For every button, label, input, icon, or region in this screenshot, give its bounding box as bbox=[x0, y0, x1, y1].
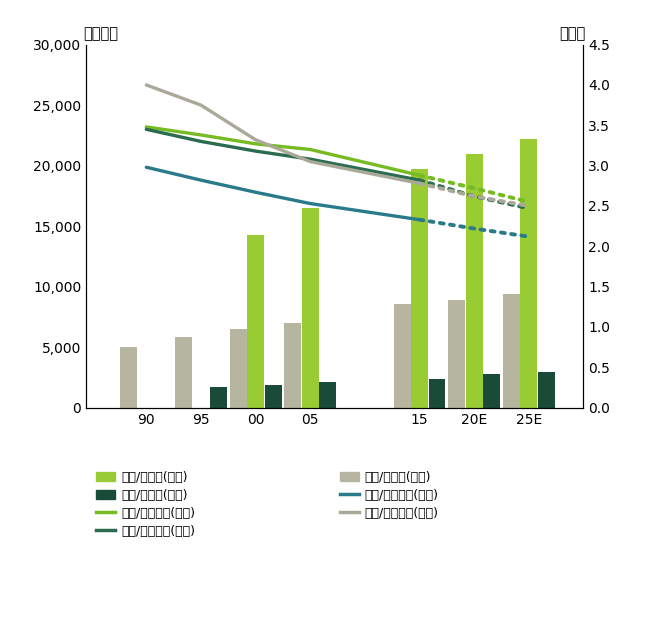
Legend: 台湾/世帯数(左軸), 日本/世帯当り(右軸), 台湾/世帯当り(右軸): 台湾/世帯数(左軸), 日本/世帯当り(右軸), 台湾/世帯当り(右軸) bbox=[335, 466, 444, 525]
Bar bbox=[520, 139, 537, 408]
Bar bbox=[284, 323, 301, 408]
Bar bbox=[394, 304, 410, 408]
Bar bbox=[229, 329, 247, 408]
Bar bbox=[120, 347, 137, 408]
Bar bbox=[175, 338, 192, 408]
Bar bbox=[448, 300, 465, 408]
Bar bbox=[247, 234, 264, 408]
Bar bbox=[538, 372, 555, 408]
Bar bbox=[503, 294, 520, 408]
Bar bbox=[465, 154, 483, 408]
Bar bbox=[411, 169, 428, 408]
Bar bbox=[319, 382, 336, 408]
Bar bbox=[483, 375, 500, 408]
Text: （世帯）: （世帯） bbox=[84, 26, 119, 41]
Bar bbox=[302, 208, 319, 408]
Bar bbox=[265, 385, 282, 408]
Text: （人）: （人） bbox=[560, 26, 586, 41]
Bar bbox=[428, 378, 446, 408]
Bar bbox=[210, 387, 227, 408]
